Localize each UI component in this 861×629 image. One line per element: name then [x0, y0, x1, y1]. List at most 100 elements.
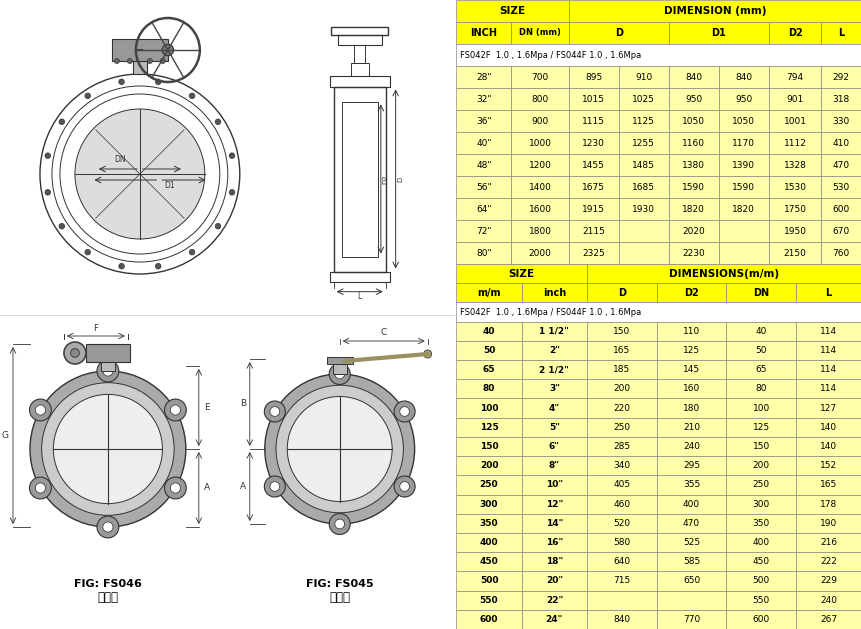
- Bar: [657, 360, 727, 379]
- Text: 760: 760: [833, 248, 850, 257]
- Bar: [522, 591, 587, 610]
- Text: INCH: INCH: [470, 28, 498, 38]
- Bar: [456, 341, 522, 360]
- Circle shape: [394, 401, 415, 422]
- Bar: [330, 272, 389, 282]
- Text: 450: 450: [480, 557, 499, 566]
- Bar: [727, 494, 796, 514]
- Bar: [657, 321, 727, 341]
- Circle shape: [170, 483, 181, 493]
- Bar: [769, 132, 821, 154]
- Text: 140: 140: [820, 442, 837, 451]
- Bar: [522, 571, 587, 591]
- Circle shape: [155, 264, 161, 269]
- Circle shape: [400, 406, 410, 416]
- Circle shape: [215, 223, 220, 229]
- Text: F: F: [94, 324, 98, 333]
- Bar: [796, 610, 861, 629]
- Bar: [133, 61, 147, 74]
- Text: 530: 530: [833, 182, 850, 191]
- Text: 1160: 1160: [682, 138, 705, 147]
- Bar: [456, 552, 522, 571]
- Text: 550: 550: [480, 596, 499, 604]
- Bar: [619, 198, 669, 220]
- Bar: [719, 198, 769, 220]
- Text: 1000: 1000: [529, 138, 552, 147]
- Text: 24": 24": [546, 615, 563, 624]
- Text: 400: 400: [683, 499, 700, 509]
- Text: 114: 114: [820, 365, 837, 374]
- Text: 318: 318: [833, 94, 850, 104]
- Bar: [727, 476, 796, 494]
- Circle shape: [394, 476, 415, 497]
- Text: 550: 550: [753, 596, 770, 604]
- Bar: [796, 360, 861, 379]
- Circle shape: [45, 189, 51, 195]
- Circle shape: [155, 79, 161, 85]
- Text: 295: 295: [683, 461, 700, 470]
- Bar: [456, 283, 522, 303]
- Text: FS042F  1.0 , 1.6Mpa / FS044F 1.0 , 1.6Mpa: FS042F 1.0 , 1.6Mpa / FS044F 1.0 , 1.6Mp…: [461, 50, 641, 60]
- Bar: [727, 399, 796, 418]
- Text: 140: 140: [820, 423, 837, 431]
- Text: 125: 125: [753, 423, 770, 431]
- Bar: [796, 514, 861, 533]
- Text: 229: 229: [821, 576, 837, 586]
- Text: 3": 3": [549, 384, 560, 393]
- Circle shape: [41, 382, 174, 515]
- Text: 250: 250: [753, 481, 770, 489]
- Bar: [456, 610, 522, 629]
- Bar: [727, 533, 796, 552]
- Text: 127: 127: [820, 404, 837, 413]
- Circle shape: [164, 477, 186, 499]
- Text: 1170: 1170: [733, 138, 755, 147]
- Text: E: E: [204, 403, 209, 412]
- Bar: [769, 154, 821, 176]
- Bar: [719, 132, 769, 154]
- Text: 800: 800: [531, 94, 548, 104]
- Bar: [587, 610, 657, 629]
- Circle shape: [97, 516, 119, 538]
- Text: 2000: 2000: [529, 248, 552, 257]
- Circle shape: [170, 405, 181, 415]
- Circle shape: [147, 58, 152, 64]
- Bar: [456, 456, 522, 476]
- Circle shape: [335, 519, 344, 529]
- Text: 200: 200: [613, 384, 630, 393]
- Circle shape: [189, 249, 195, 255]
- Text: A: A: [204, 484, 210, 493]
- Circle shape: [264, 401, 285, 422]
- Text: 1590: 1590: [682, 182, 705, 191]
- Text: 40: 40: [483, 326, 495, 336]
- Text: 1112: 1112: [784, 138, 807, 147]
- Bar: [727, 418, 796, 437]
- Bar: [657, 456, 727, 476]
- Bar: [769, 176, 821, 198]
- Text: 950: 950: [735, 94, 753, 104]
- Text: 770: 770: [683, 615, 700, 624]
- Bar: [769, 198, 821, 220]
- Bar: [821, 220, 861, 242]
- Circle shape: [127, 58, 133, 64]
- Bar: [587, 360, 657, 379]
- Circle shape: [29, 399, 52, 421]
- Text: 300: 300: [480, 499, 499, 509]
- Circle shape: [64, 342, 86, 364]
- Bar: [619, 242, 669, 264]
- Text: 80: 80: [755, 384, 767, 393]
- Text: 32": 32": [476, 94, 492, 104]
- Circle shape: [119, 79, 124, 85]
- Bar: [326, 357, 353, 364]
- Bar: [456, 303, 861, 321]
- Bar: [669, 66, 719, 88]
- Text: 500: 500: [480, 576, 499, 586]
- Bar: [796, 321, 861, 341]
- Bar: [511, 22, 569, 44]
- Text: 2020: 2020: [683, 226, 705, 235]
- Text: 114: 114: [820, 326, 837, 336]
- Text: 1590: 1590: [733, 182, 755, 191]
- Bar: [821, 154, 861, 176]
- Bar: [456, 220, 511, 242]
- Text: 1255: 1255: [632, 138, 655, 147]
- Text: 250: 250: [480, 481, 499, 489]
